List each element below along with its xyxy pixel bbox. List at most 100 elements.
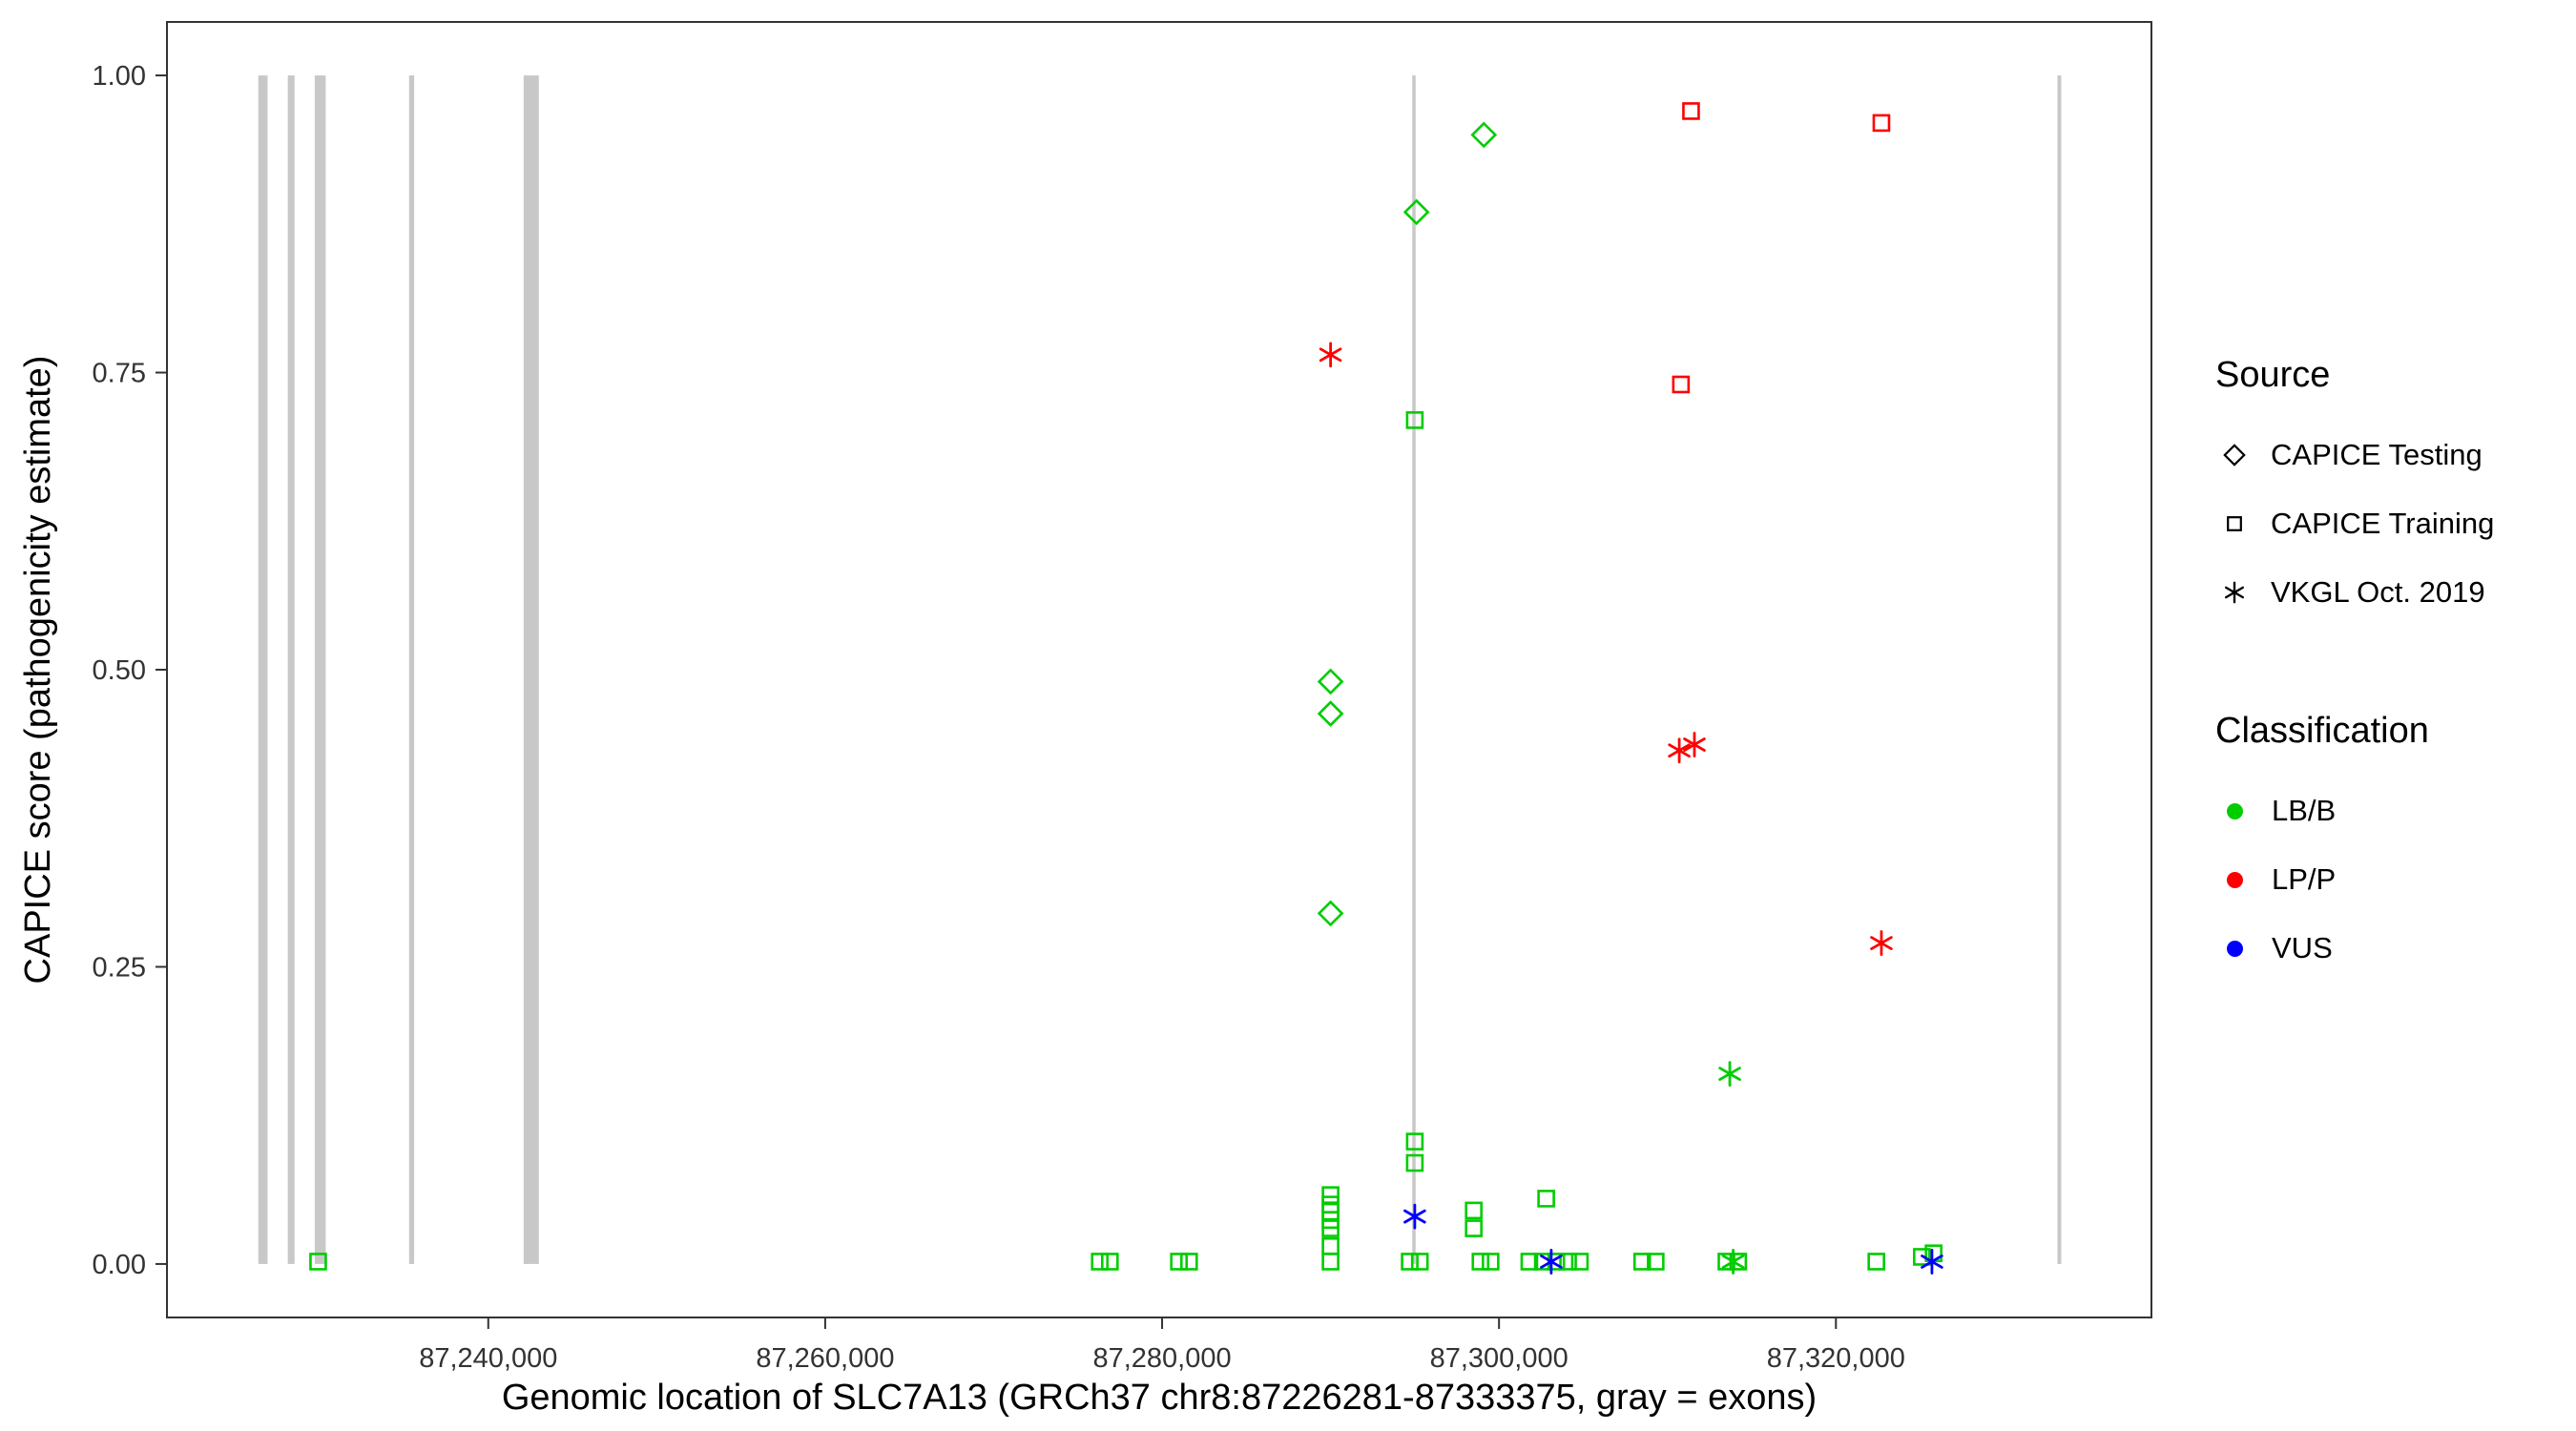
data-point-ray [1319, 347, 1342, 363]
data-point-ray [1403, 1209, 1426, 1224]
exon-bar [1412, 75, 1416, 1264]
legend-item-label: VUS [2272, 931, 2333, 964]
axes-layer: 87,240,000 87,260,000 87,280,000 87,300,000… [93, 21, 2152, 1374]
data-point-ray [1721, 1255, 1745, 1269]
legend: Source CAPICE Testing CAPICE Training VK… [2215, 355, 2559, 983]
data-point [1520, 1253, 1539, 1271]
red-dot-icon [2227, 871, 2243, 888]
data-point [1867, 1253, 1885, 1271]
data-point [1921, 1249, 1943, 1275]
data-point-ray [1718, 1067, 1741, 1081]
square-glyph [2227, 516, 2242, 531]
data-point [1317, 668, 1344, 695]
data-point [1317, 700, 1344, 727]
data-point [1402, 198, 1430, 226]
data-point [1321, 1186, 1340, 1204]
data-point [1101, 1253, 1119, 1271]
data-point [1317, 900, 1344, 927]
legend-group-classification: Classification LB/B LP/P VUS [2215, 711, 2559, 983]
asterisk-glyph-shape [2224, 581, 2245, 604]
data-point [1321, 1236, 1340, 1255]
exon-bar [314, 75, 326, 1264]
x-tick-label: 87,320,000 [1767, 1343, 1905, 1374]
data-point [1319, 342, 1342, 368]
data-point-ray [1921, 1255, 1943, 1269]
legend-item-label: VKGL Oct. 2019 [2271, 575, 2485, 609]
data-point [1913, 1248, 1931, 1266]
data-point-ray [1540, 1255, 1563, 1269]
data-point [1471, 1253, 1490, 1271]
panel-border [166, 21, 2152, 1318]
data-point [1405, 1153, 1424, 1172]
y-tick-label: 0.00 [93, 1250, 146, 1280]
data-point [309, 1253, 327, 1271]
asterisk-glyph-shape-ray [2224, 586, 2245, 599]
data-point [1482, 1253, 1500, 1271]
data-point [1470, 121, 1498, 149]
data-point [1410, 1253, 1429, 1271]
data-point [1405, 411, 1424, 429]
legend-item-label: CAPICE Training [2271, 507, 2495, 540]
y-tick-label: 1.00 [93, 61, 146, 92]
data-point [1672, 375, 1691, 394]
data-point [1091, 1253, 1110, 1271]
data-point [1570, 1253, 1589, 1271]
data-point [1872, 114, 1891, 133]
data-point [1465, 1201, 1483, 1220]
data-point [1401, 1253, 1419, 1271]
exon-bar [523, 75, 539, 1264]
blue-dot-icon [2227, 940, 2243, 957]
x-tick-label: 87,240,000 [419, 1343, 557, 1374]
legend-item-lbb: LB/B [2215, 777, 2559, 845]
y-axis-title: CAPICE score (pathogenicity estimate) [18, 356, 58, 985]
data-point [1721, 1249, 1745, 1275]
data-point [1170, 1253, 1188, 1271]
data-point [1718, 1061, 1741, 1087]
diamond-icon [2215, 436, 2254, 474]
x-tick-label: 87,280,000 [1092, 1343, 1231, 1374]
data-point-ray [1870, 936, 1893, 950]
data-points-layer [309, 102, 1943, 1275]
data-point [1403, 1203, 1426, 1230]
exon-bar [258, 75, 268, 1264]
data-point-ray [1683, 737, 1706, 752]
square-icon [2215, 505, 2254, 543]
legend-classification-title: Classification [2215, 711, 2429, 751]
data-point [1870, 930, 1893, 956]
data-point [1321, 1219, 1340, 1237]
legend-item-vkgl: VKGL Oct. 2019 [2215, 558, 2559, 627]
diamond-glyph-shape [2223, 444, 2246, 467]
data-point [1668, 737, 1691, 764]
asterisk-glyph [2224, 581, 2245, 604]
y-tick-label: 0.50 [93, 655, 146, 686]
data-point [1321, 1253, 1340, 1271]
exon-bar [408, 75, 415, 1264]
x-tick-label: 87,260,000 [756, 1343, 894, 1374]
data-point [1179, 1253, 1198, 1271]
legend-group-source: Source CAPICE Testing CAPICE Training VK… [2215, 355, 2559, 627]
data-point [1537, 1190, 1555, 1208]
data-point [1405, 1132, 1424, 1151]
legend-item-label: LB/B [2272, 794, 2337, 827]
legend-item-lpp: LP/P [2215, 845, 2559, 914]
data-point [1559, 1253, 1577, 1271]
data-point [1683, 732, 1706, 757]
legend-item-label: LP/P [2272, 862, 2337, 896]
legend-item-capice-testing: CAPICE Testing [2215, 421, 2559, 489]
asterisk-icon [2215, 573, 2254, 612]
legend-item-capice-training: CAPICE Training [2215, 489, 2559, 558]
legend-item-label: CAPICE Testing [2271, 438, 2483, 471]
exon-bar [2057, 75, 2062, 1264]
x-tick-label: 87,300,000 [1430, 1343, 1568, 1374]
data-point-ray [1668, 743, 1691, 758]
exon-bar [287, 75, 295, 1264]
data-point [1647, 1253, 1665, 1271]
square-glyph-shape [2227, 516, 2242, 531]
exon-bars-layer [258, 75, 2062, 1264]
y-tick-label: 0.25 [93, 952, 146, 983]
data-point [1465, 1219, 1483, 1237]
green-dot-icon [2227, 802, 2243, 819]
y-tick-label: 0.75 [93, 359, 146, 389]
data-point [1682, 102, 1700, 120]
